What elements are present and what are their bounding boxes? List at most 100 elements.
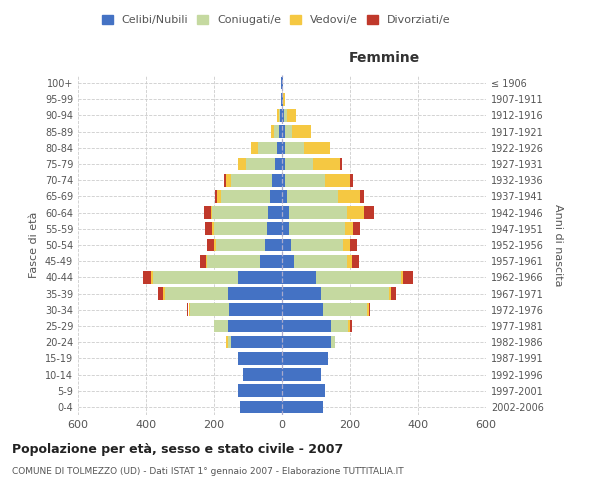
Bar bbox=[282, 126, 286, 138]
Bar bbox=[281, 77, 282, 90]
Bar bbox=[227, 336, 231, 348]
Bar bbox=[258, 142, 277, 154]
Bar bbox=[345, 222, 353, 235]
Bar bbox=[143, 271, 151, 283]
Bar bbox=[216, 238, 265, 252]
Bar bbox=[282, 255, 294, 268]
Bar bbox=[231, 174, 272, 186]
Bar bbox=[279, 126, 282, 138]
Y-axis label: Anni di nascita: Anni di nascita bbox=[553, 204, 563, 286]
Text: Femmine: Femmine bbox=[349, 51, 419, 65]
Bar bbox=[282, 142, 286, 154]
Bar bbox=[282, 77, 283, 90]
Bar bbox=[289, 206, 347, 219]
Bar bbox=[287, 190, 338, 202]
Bar bbox=[316, 271, 401, 283]
Bar bbox=[304, 142, 329, 154]
Bar bbox=[278, 109, 280, 122]
Bar bbox=[352, 255, 359, 268]
Bar bbox=[286, 158, 313, 170]
Bar bbox=[238, 271, 282, 283]
Bar bbox=[231, 336, 282, 348]
Bar bbox=[214, 222, 267, 235]
Bar bbox=[338, 190, 360, 202]
Text: COMUNE DI TOLMEZZO (UD) - Dati ISTAT 1° gennaio 2007 - Elaborazione TUTTITALIA.I: COMUNE DI TOLMEZZO (UD) - Dati ISTAT 1° … bbox=[12, 468, 404, 476]
Bar bbox=[282, 384, 325, 397]
Bar bbox=[340, 158, 341, 170]
Bar bbox=[321, 288, 389, 300]
Bar bbox=[251, 142, 258, 154]
Bar bbox=[331, 320, 349, 332]
Bar bbox=[282, 174, 286, 186]
Bar bbox=[227, 288, 282, 300]
Bar bbox=[204, 206, 211, 219]
Bar bbox=[331, 336, 335, 348]
Bar bbox=[238, 352, 282, 364]
Bar bbox=[281, 93, 282, 106]
Bar bbox=[282, 238, 290, 252]
Bar bbox=[367, 304, 369, 316]
Bar bbox=[325, 174, 350, 186]
Bar bbox=[187, 304, 188, 316]
Bar bbox=[282, 304, 323, 316]
Bar bbox=[277, 109, 278, 122]
Bar bbox=[282, 109, 284, 122]
Bar bbox=[221, 190, 270, 202]
Bar bbox=[267, 222, 282, 235]
Bar bbox=[268, 206, 282, 219]
Bar bbox=[238, 384, 282, 397]
Bar bbox=[226, 336, 227, 348]
Bar bbox=[292, 126, 311, 138]
Bar bbox=[282, 368, 321, 381]
Bar bbox=[282, 400, 323, 413]
Bar bbox=[349, 320, 350, 332]
Bar bbox=[350, 238, 357, 252]
Bar bbox=[286, 174, 325, 186]
Bar bbox=[243, 368, 282, 381]
Bar bbox=[347, 206, 364, 219]
Bar bbox=[211, 206, 212, 219]
Bar bbox=[260, 255, 282, 268]
Bar bbox=[238, 158, 247, 170]
Bar bbox=[403, 271, 413, 283]
Bar bbox=[190, 304, 229, 316]
Bar bbox=[205, 222, 212, 235]
Bar bbox=[151, 271, 153, 283]
Bar bbox=[158, 288, 163, 300]
Bar bbox=[163, 288, 164, 300]
Bar bbox=[287, 109, 296, 122]
Bar bbox=[280, 109, 282, 122]
Bar bbox=[277, 142, 282, 154]
Bar bbox=[271, 126, 274, 138]
Legend: Celibi/Nubili, Coniugati/e, Vedovi/e, Divorziati/e: Celibi/Nubili, Coniugati/e, Vedovi/e, Di… bbox=[97, 10, 455, 30]
Bar bbox=[214, 238, 216, 252]
Bar bbox=[227, 320, 282, 332]
Bar bbox=[282, 222, 289, 235]
Bar bbox=[265, 238, 282, 252]
Bar bbox=[282, 288, 321, 300]
Bar bbox=[282, 206, 289, 219]
Bar bbox=[226, 174, 231, 186]
Bar bbox=[364, 206, 374, 219]
Bar bbox=[360, 190, 364, 202]
Bar bbox=[282, 271, 316, 283]
Bar bbox=[282, 93, 283, 106]
Bar bbox=[343, 238, 350, 252]
Bar bbox=[207, 238, 214, 252]
Bar bbox=[389, 288, 391, 300]
Bar bbox=[347, 255, 352, 268]
Bar bbox=[284, 109, 287, 122]
Bar bbox=[290, 238, 343, 252]
Bar bbox=[272, 174, 282, 186]
Bar bbox=[323, 304, 367, 316]
Bar bbox=[282, 320, 331, 332]
Y-axis label: Fasce di età: Fasce di età bbox=[29, 212, 39, 278]
Bar bbox=[369, 304, 370, 316]
Bar bbox=[286, 126, 292, 138]
Bar bbox=[353, 222, 360, 235]
Bar bbox=[275, 158, 282, 170]
Bar bbox=[282, 336, 331, 348]
Bar bbox=[282, 158, 286, 170]
Bar bbox=[401, 271, 403, 283]
Bar bbox=[270, 190, 282, 202]
